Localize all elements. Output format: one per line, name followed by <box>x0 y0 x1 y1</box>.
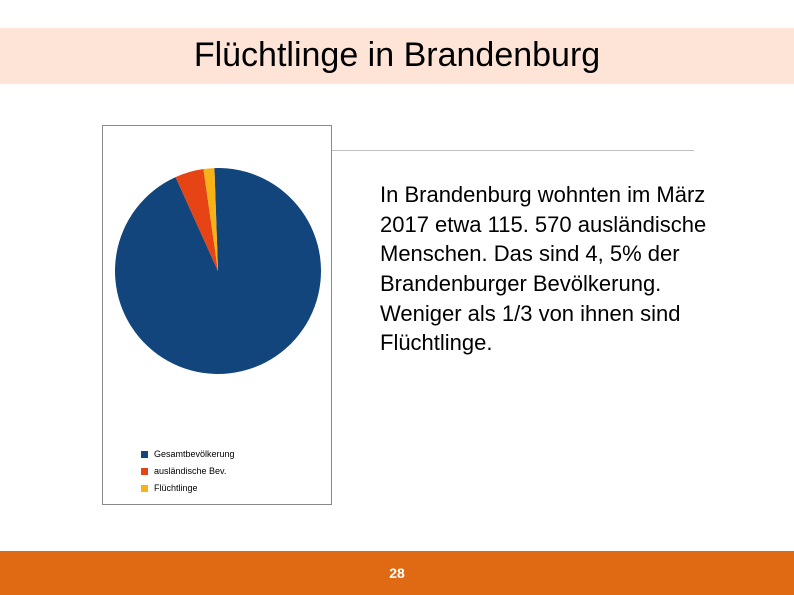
pie-chart-container: Gesamtbevölkerungausländische Bev.Flücht… <box>102 125 332 505</box>
legend-swatch <box>141 468 148 475</box>
page-number: 28 <box>0 565 794 581</box>
legend-item: Flüchtlinge <box>141 480 235 497</box>
slide-title: Flüchtlinge in Brandenburg <box>0 36 794 75</box>
legend-label: Flüchtlinge <box>154 480 198 497</box>
chart-legend: Gesamtbevölkerungausländische Bev.Flücht… <box>141 446 235 497</box>
slide: Flüchtlinge in Brandenburg Gesamtbevölke… <box>0 0 794 595</box>
pie-chart <box>115 168 321 374</box>
legend-swatch <box>141 451 148 458</box>
legend-label: Gesamtbevölkerung <box>154 446 235 463</box>
legend-item: Gesamtbevölkerung <box>141 446 235 463</box>
legend-item: ausländische Bev. <box>141 463 235 480</box>
legend-label: ausländische Bev. <box>154 463 226 480</box>
legend-swatch <box>141 485 148 492</box>
body-paragraph: In Brandenburg wohnten im März 2017 etwa… <box>380 180 710 358</box>
